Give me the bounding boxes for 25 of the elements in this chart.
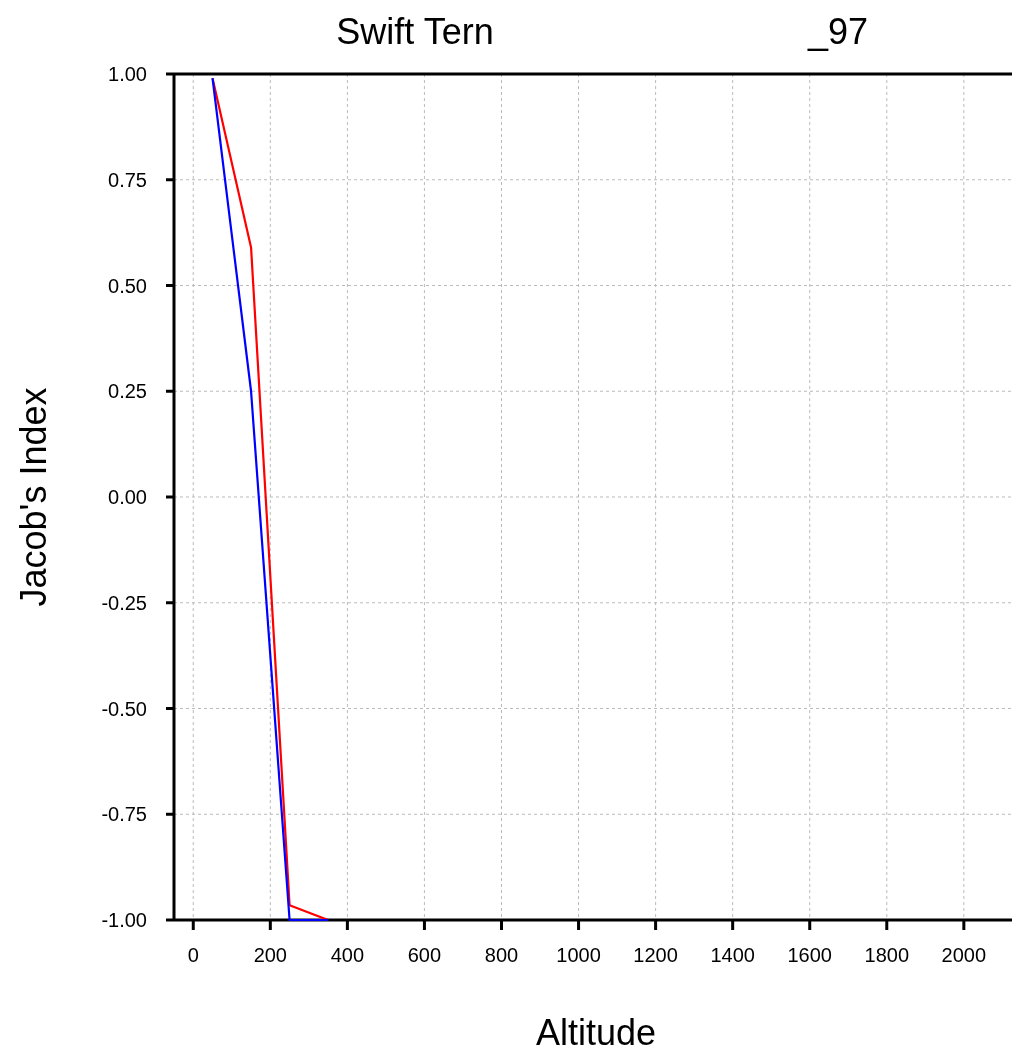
- x-tick-label: 1000: [556, 944, 601, 966]
- y-tick-label: -0.25: [101, 591, 147, 614]
- x-tick-label: 0: [187, 944, 199, 966]
- x-axis-title: Altitude: [535, 1012, 657, 1053]
- y-tick-label: 0.00: [108, 486, 147, 508]
- x-tick-label: 1600: [787, 944, 832, 966]
- chart-subtitle: _97: [806, 11, 869, 52]
- x-tick-label: 1200: [633, 944, 678, 966]
- x-tick-label: 1800: [864, 944, 910, 966]
- y-axis-title: Jacob's Index: [13, 387, 54, 607]
- y-tick-label: -0.50: [101, 697, 147, 720]
- y-tick-label: 0.50: [108, 274, 147, 297]
- y-tick-label: 1.00: [108, 63, 147, 85]
- x-tick-label: 600: [407, 944, 442, 966]
- x-tick-label: 2000: [941, 944, 987, 966]
- x-tick-label: 1400: [710, 944, 755, 966]
- x-tick-label: 200: [253, 944, 288, 966]
- y-tick-label: -1.00: [101, 909, 147, 931]
- line-series: [211, 77, 330, 922]
- y-tick-label: 0.25: [108, 380, 147, 403]
- y-tick-label: 0.75: [108, 168, 147, 191]
- chart-title: Swift Tern: [336, 11, 494, 52]
- x-tick-label: 400: [330, 944, 365, 966]
- x-tick-label: 800: [484, 944, 519, 966]
- y-tick-label: -0.75: [101, 803, 147, 826]
